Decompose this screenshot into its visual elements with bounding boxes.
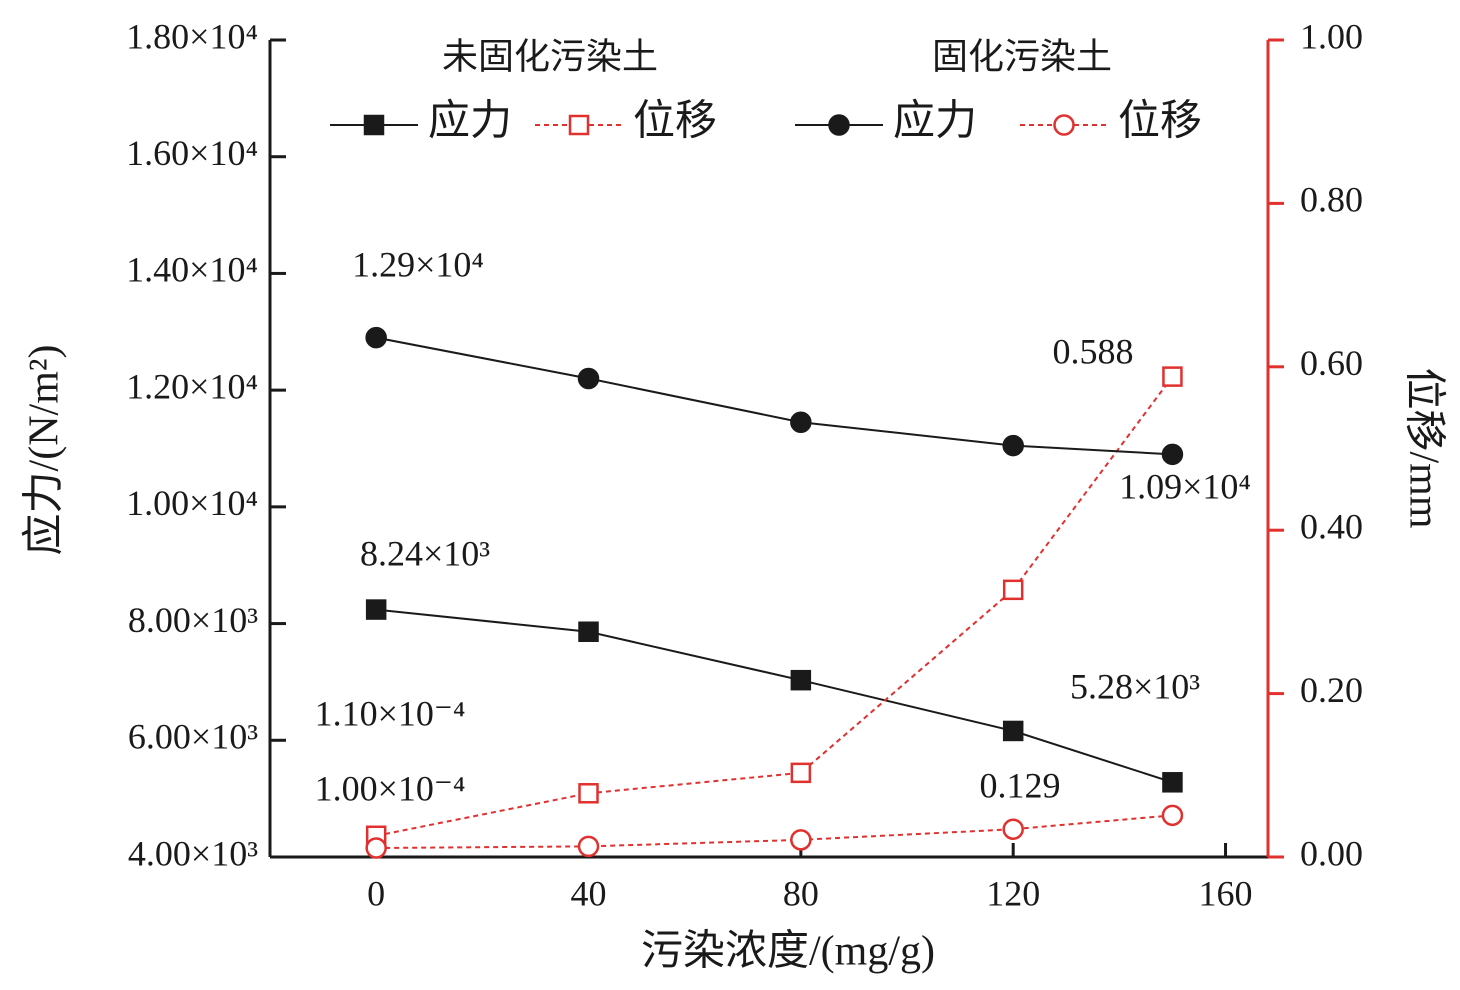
annotation: 0.129 [980, 765, 1061, 805]
data-point [577, 367, 600, 390]
value-label: 0.588 [1053, 331, 1134, 371]
y-tick-label: 1.60×10⁴ [126, 133, 258, 173]
annotation: 1.10×10⁻⁴ [315, 693, 466, 733]
data-point [578, 783, 599, 804]
y-tick-label: 8.00×10³ [128, 600, 258, 640]
series-line [376, 608, 1173, 784]
legend-label: 应力 [428, 98, 512, 145]
series-line [375, 376, 1174, 837]
y-tick-label: 4.00×10³ [128, 833, 258, 873]
legend-group-title: 固化污染土 [932, 36, 1112, 76]
y2-tick-label: 0.00 [1300, 833, 1363, 873]
data-point [365, 326, 387, 349]
y2-axis-label: 位移/mm [1400, 367, 1447, 528]
x-tick-label: 160 [1199, 873, 1253, 913]
value-label: 8.24×10³ [360, 533, 490, 573]
series-line [376, 814, 1173, 850]
data-point [790, 829, 812, 851]
value-label: 5.28×10³ [1070, 666, 1200, 706]
legend-label: 应力 [893, 98, 977, 145]
legend-label: 位移 [1118, 98, 1202, 145]
x-tick-label: 40 [571, 873, 607, 913]
data-point [578, 621, 599, 642]
legend-marker [1053, 114, 1075, 136]
legend-label: 位移 [633, 98, 717, 145]
data-point [1002, 434, 1024, 457]
value-label: 1.29×10⁴ [352, 244, 484, 284]
y2-tick-label: 0.40 [1300, 506, 1363, 546]
data-point [1002, 579, 1024, 601]
y-tick-label: 1.20×10⁴ [126, 366, 258, 406]
x-tick-label: 80 [783, 873, 819, 913]
y-tick-label: 1.00×10⁴ [126, 483, 258, 523]
y2-tick-label: 0.80 [1300, 180, 1363, 220]
data-point [1002, 818, 1024, 840]
y-tick-label: 1.40×10⁴ [126, 250, 258, 290]
legend-group-title: 未固化污染土 [442, 36, 658, 76]
value-label: 1.09×10⁴ [1119, 466, 1251, 506]
data-point [790, 411, 812, 433]
data-point [1002, 720, 1024, 742]
y-tick-label: 1.80×10⁴ [126, 16, 258, 56]
data-point [577, 835, 600, 858]
legend-marker [568, 114, 590, 136]
y2-tick-label: 0.20 [1300, 670, 1363, 710]
x-axis-label: 污染浓度/(mg/g) [641, 929, 935, 975]
data-point [365, 837, 387, 859]
x-tick-label: 120 [986, 873, 1040, 913]
data-point [1161, 804, 1184, 827]
x-tick-label: 0 [367, 873, 385, 913]
legend-marker [363, 114, 385, 136]
y-axis-label: 应力/(N/m²) [21, 345, 68, 556]
data-point [365, 599, 387, 620]
data-point [1162, 366, 1183, 387]
legend-marker [828, 114, 850, 136]
annotation: 1.00×10⁻⁴ [315, 768, 466, 808]
y2-tick-label: 0.60 [1300, 343, 1363, 383]
y-tick-label: 6.00×10³ [128, 717, 258, 757]
data-point [1161, 443, 1184, 466]
data-point [790, 762, 812, 784]
y2-tick-label: 1.00 [1300, 16, 1363, 56]
data-point [1162, 772, 1183, 793]
data-point [790, 669, 812, 691]
